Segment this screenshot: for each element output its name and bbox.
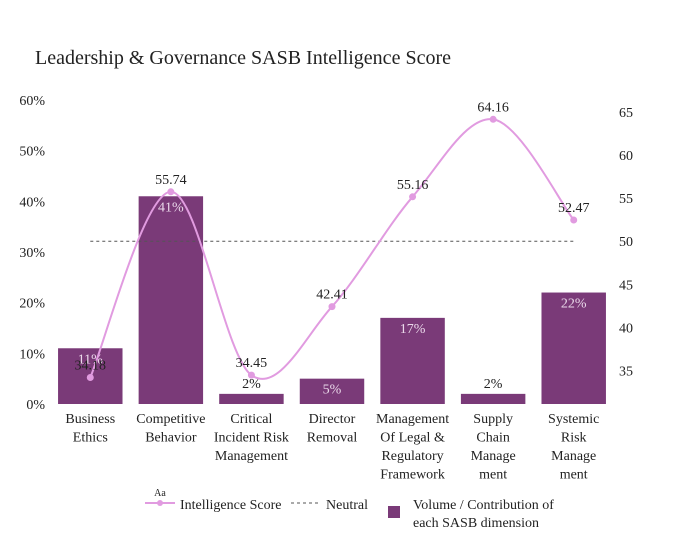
bar (380, 317, 445, 404)
intelligence-score-label: 55.16 (397, 178, 429, 193)
right-y-tick-label: 65 (619, 106, 633, 121)
right-y-tick-label: 55 (619, 192, 633, 207)
intelligence-score-point (409, 193, 417, 201)
x-category-label-line: Removal (307, 431, 358, 446)
x-category-label-line: Critical (230, 412, 272, 427)
intelligence-score-point (247, 371, 255, 379)
intelligence-score-label: 34.45 (236, 356, 268, 371)
x-category-label-line: Behavior (145, 431, 197, 446)
bar-value-label: 17% (400, 322, 426, 337)
intelligence-score-point (489, 115, 497, 123)
left-y-tick-label: 30% (19, 246, 45, 261)
bar (138, 196, 204, 404)
right-y-tick-label: 35 (619, 364, 633, 379)
left-y-tick-label: 40% (19, 195, 45, 210)
x-category-label-line: Of Legal & (380, 431, 445, 446)
x-category-label-line: Chain (476, 431, 509, 446)
x-category-label: Critical Incident Risk Management (214, 412, 289, 464)
x-category-label-line: Competitive (136, 412, 205, 427)
bar (541, 292, 606, 404)
x-category-label: Systemic Risk Manage ment (548, 412, 599, 483)
intelligence-score-label: 42.41 (316, 288, 348, 303)
intelligence-score-label: 52.47 (558, 201, 590, 216)
bar-value-label: 22% (561, 297, 587, 312)
legend-line-marker (157, 500, 163, 506)
x-category-label: Business Ethics (65, 412, 115, 446)
bar (219, 393, 284, 404)
intelligence-score-label: 55.74 (155, 173, 187, 188)
x-category-label-line: ment (479, 468, 507, 483)
bar (460, 393, 526, 404)
intelligence-score-point (167, 188, 175, 196)
right-y-tick-label: 50 (619, 235, 633, 250)
x-category-label-line: Systemic (548, 412, 599, 427)
x-category-label-line: Ethics (73, 431, 108, 446)
left-y-tick-label: 60% (19, 94, 45, 109)
x-category-label: Supply Chain Manage ment (471, 412, 516, 483)
x-category-label-line: Supply (473, 412, 513, 427)
bar-value-label: 41% (158, 200, 184, 215)
x-category-label-line: Framework (380, 468, 445, 483)
legend-bar-label: each SASB dimension (413, 516, 539, 531)
left-y-axis: 0% 10% 20% 30% 40% 50% 60% (19, 94, 45, 413)
x-category-label-line: Director (309, 412, 356, 427)
x-category-label-line: Risk (561, 431, 587, 446)
x-category-label: Management Of Legal & Regulatory Framework (376, 412, 449, 483)
right-y-tick-label: 40 (619, 321, 633, 336)
x-axis-categories: Business Ethics Competitive Behavior Critica… (65, 412, 599, 483)
right-y-axis: 35 40 45 50 55 60 65 (619, 106, 633, 379)
legend-bar-label: Volume / Contribution of (413, 498, 554, 513)
legend-badge: Aa (154, 488, 166, 499)
chart-title: Leadership & Governance SASB Intelligenc… (35, 47, 451, 69)
right-y-tick-label: 45 (619, 278, 633, 293)
left-y-tick-label: 10% (19, 347, 45, 362)
legend-neutral-label: Neutral (326, 498, 368, 513)
left-y-tick-label: 50% (19, 145, 45, 160)
legend[interactable]: Aa Intelligence Score Neutral Volume / Cont… (145, 488, 554, 531)
intelligence-score-label: 64.16 (477, 100, 509, 115)
bar-value-label: 2% (484, 377, 503, 392)
left-y-tick-label: 20% (19, 297, 45, 312)
x-category-label-line: Management (376, 412, 449, 427)
bar (299, 378, 365, 404)
intelligence-score-label: 34.18 (75, 358, 107, 373)
left-y-tick-label: 0% (26, 398, 45, 413)
line-series: 34.18 55.74 34.45 42.41 55.16 64.16 52.47 (75, 100, 590, 381)
intelligence-score-point (570, 216, 578, 224)
x-category-label-line: Incident Risk (214, 431, 289, 446)
x-category-label-line: Manage (471, 449, 516, 464)
x-category-label: Competitive Behavior (136, 412, 205, 446)
bar-value-label: 5% (323, 383, 342, 398)
right-y-tick-label: 60 (619, 149, 633, 164)
legend-bar-swatch (388, 506, 400, 518)
x-category-label-line: Regulatory (381, 449, 443, 464)
x-category-label-line: ment (560, 468, 588, 483)
intelligence-score-point (86, 373, 94, 381)
intelligence-score-point (328, 303, 336, 311)
bar-value-label: 11% (78, 352, 103, 367)
bar-series: 11% 41% 2% 5% 17% 2% 22% (58, 196, 606, 404)
bar-value-label: 2% (242, 377, 261, 392)
x-category-label-line: Business (65, 412, 115, 427)
x-category-label-line: Management (215, 449, 288, 464)
legend-line-label: Intelligence Score (180, 498, 281, 513)
x-category-label-line: Manage (551, 449, 596, 464)
x-category-label: Director Removal (307, 412, 358, 446)
